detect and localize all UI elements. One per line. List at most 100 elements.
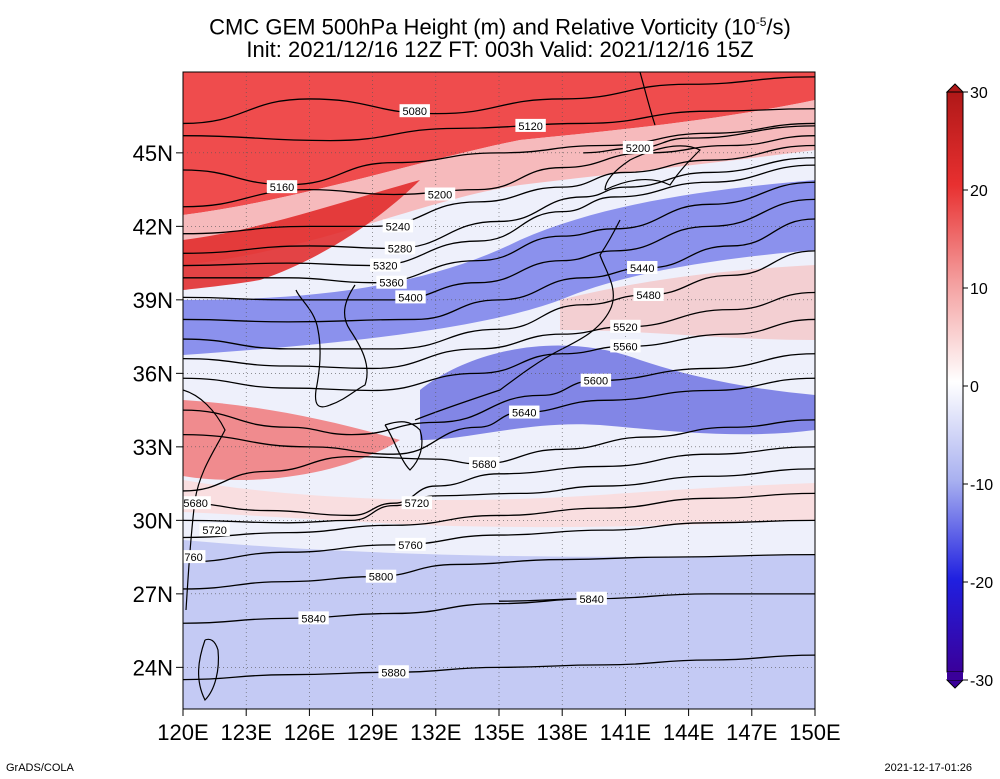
contour-label: 5480 — [636, 290, 660, 302]
contour-label-bg — [382, 219, 414, 233]
colorbar-top-arrow — [945, 83, 965, 93]
contour-label-bg — [610, 339, 641, 353]
contour-label-bg — [395, 537, 426, 551]
contour-label: 5560 — [613, 341, 637, 353]
contour-label-bg — [580, 373, 612, 387]
contour-label: 5680 — [183, 498, 207, 510]
contour-label: 5680 — [472, 459, 496, 471]
vorticity-band-south-red — [183, 400, 400, 480]
contour-label: 5120 — [518, 121, 542, 133]
footer-timestamp: 2021-12-17-01:26 — [884, 762, 972, 774]
contour-label-bg — [576, 591, 607, 605]
contour-label: 5440 — [630, 263, 654, 275]
lon-label: 150E — [789, 720, 840, 745]
contour-label-bg — [183, 550, 206, 564]
contour-label-bg — [384, 241, 416, 255]
contour-label: 5200 — [626, 143, 650, 155]
colorbar-tick-label: 10 — [970, 281, 988, 298]
contour-label: 5600 — [584, 376, 608, 388]
vorticity-band-korea-red — [183, 180, 420, 290]
footer-credit: GrADS/COLA — [6, 762, 74, 774]
contour-5760 — [183, 519, 815, 563]
lon-label: 138E — [537, 720, 588, 745]
lat-label: 45N — [133, 141, 173, 166]
contour-label: 5520 — [613, 322, 637, 334]
contour-label: 5720 — [202, 525, 226, 537]
lat-label: 42N — [133, 214, 173, 239]
contour-label-bg — [509, 405, 540, 419]
contour-5520 — [183, 291, 815, 370]
contour-5200b — [583, 125, 815, 154]
contour-5720 — [183, 468, 815, 524]
contour-label-bg — [266, 180, 298, 194]
lon-label: 132E — [410, 720, 461, 745]
contour-5400 — [183, 198, 815, 301]
contour-5240 — [183, 144, 815, 235]
contour-label: 5640 — [512, 408, 536, 420]
contour-5360 — [183, 181, 815, 284]
vorticity-field: 5080 5120 5160 5200 5200 5240 5280 5320 5360 5400… — [183, 72, 815, 709]
contour-5680b — [183, 446, 815, 517]
contour-label-bg — [515, 118, 546, 132]
vorticity-band-north-red — [183, 72, 815, 215]
contour-label-bg — [627, 261, 658, 274]
contour-5720b — [183, 492, 815, 539]
colorbar-tick-label: 0 — [970, 379, 979, 396]
honshu-coastline — [414, 219, 621, 421]
colorbar-tick-label: 20 — [970, 183, 988, 200]
contour-5560 — [183, 318, 815, 392]
contour-label: 5320 — [373, 261, 397, 273]
lat-label: 24N — [133, 655, 173, 680]
contour-label-bg — [199, 523, 230, 537]
contour-label: 5840 — [579, 594, 603, 606]
contour-5080 — [183, 76, 815, 125]
lat-label: 39N — [133, 288, 173, 313]
contour-label: 5760 — [398, 540, 422, 552]
colorbar: 30 20 10 0 -10 -20 -30 — [945, 83, 993, 690]
axis-ticks — [176, 152, 816, 716]
contour-label: 5280 — [388, 243, 412, 255]
contour-5440 — [183, 218, 815, 323]
lon-label: 129E — [347, 720, 398, 745]
contour-label: 5160 — [270, 182, 294, 194]
title-line1-pre: CMC GEM 500hPa Height (m) and Relative V… — [209, 14, 756, 40]
contour-label-bg — [365, 569, 397, 583]
latitude-labels: 45N 42N 39N 36N 33N 30N 27N 24N — [133, 141, 173, 680]
contour-label-bg — [395, 290, 426, 304]
contour-label: 5200 — [428, 190, 452, 202]
contour-label: 5080 — [402, 106, 426, 118]
title-exponent: -5 — [755, 15, 767, 29]
lat-label: 30N — [133, 508, 173, 533]
colorbar-bottom-arrow — [945, 679, 965, 689]
contour-5120 — [183, 108, 815, 142]
contour-label-bg — [378, 665, 409, 679]
contour-label-bg — [469, 457, 500, 470]
contour-5600 — [183, 353, 815, 436]
contour-5320 — [183, 164, 815, 267]
height-contours — [183, 76, 815, 681]
vorticity-band-japan-blue — [183, 180, 815, 355]
contour-label: 5720 — [405, 498, 429, 510]
colorbar-gradient — [946, 91, 964, 673]
colorbar-ticks: 30 20 10 0 -10 -20 -30 — [963, 85, 993, 690]
lon-label: 120E — [157, 720, 208, 745]
contour-labels: 5080 5120 5160 5200 5200 5240 5280 5320 5360 5400… — [183, 104, 664, 679]
lon-label: 123E — [221, 720, 272, 745]
lon-label: 126E — [284, 720, 335, 745]
contour-label-bg — [298, 611, 329, 625]
contour-label-bg — [622, 140, 654, 154]
contour-5880 — [183, 654, 815, 681]
chart-subtitle: Init: 2021/12/16 12Z FT: 003h Valid: 202… — [246, 37, 754, 62]
lat-label: 36N — [133, 361, 173, 386]
contour-label-bg — [610, 319, 641, 333]
colorbar-bottom-cap — [947, 672, 963, 680]
contour-label: 5400 — [398, 292, 422, 304]
hokkaido-coastline — [604, 145, 702, 191]
contour-label: 5840 — [301, 613, 325, 625]
colorbar-tick-label: -30 — [970, 673, 993, 690]
colorbar-tick-label: -10 — [970, 477, 993, 494]
contour-label-bg — [633, 287, 664, 301]
contour-label-bg — [424, 187, 456, 201]
lon-label: 135E — [473, 720, 524, 745]
